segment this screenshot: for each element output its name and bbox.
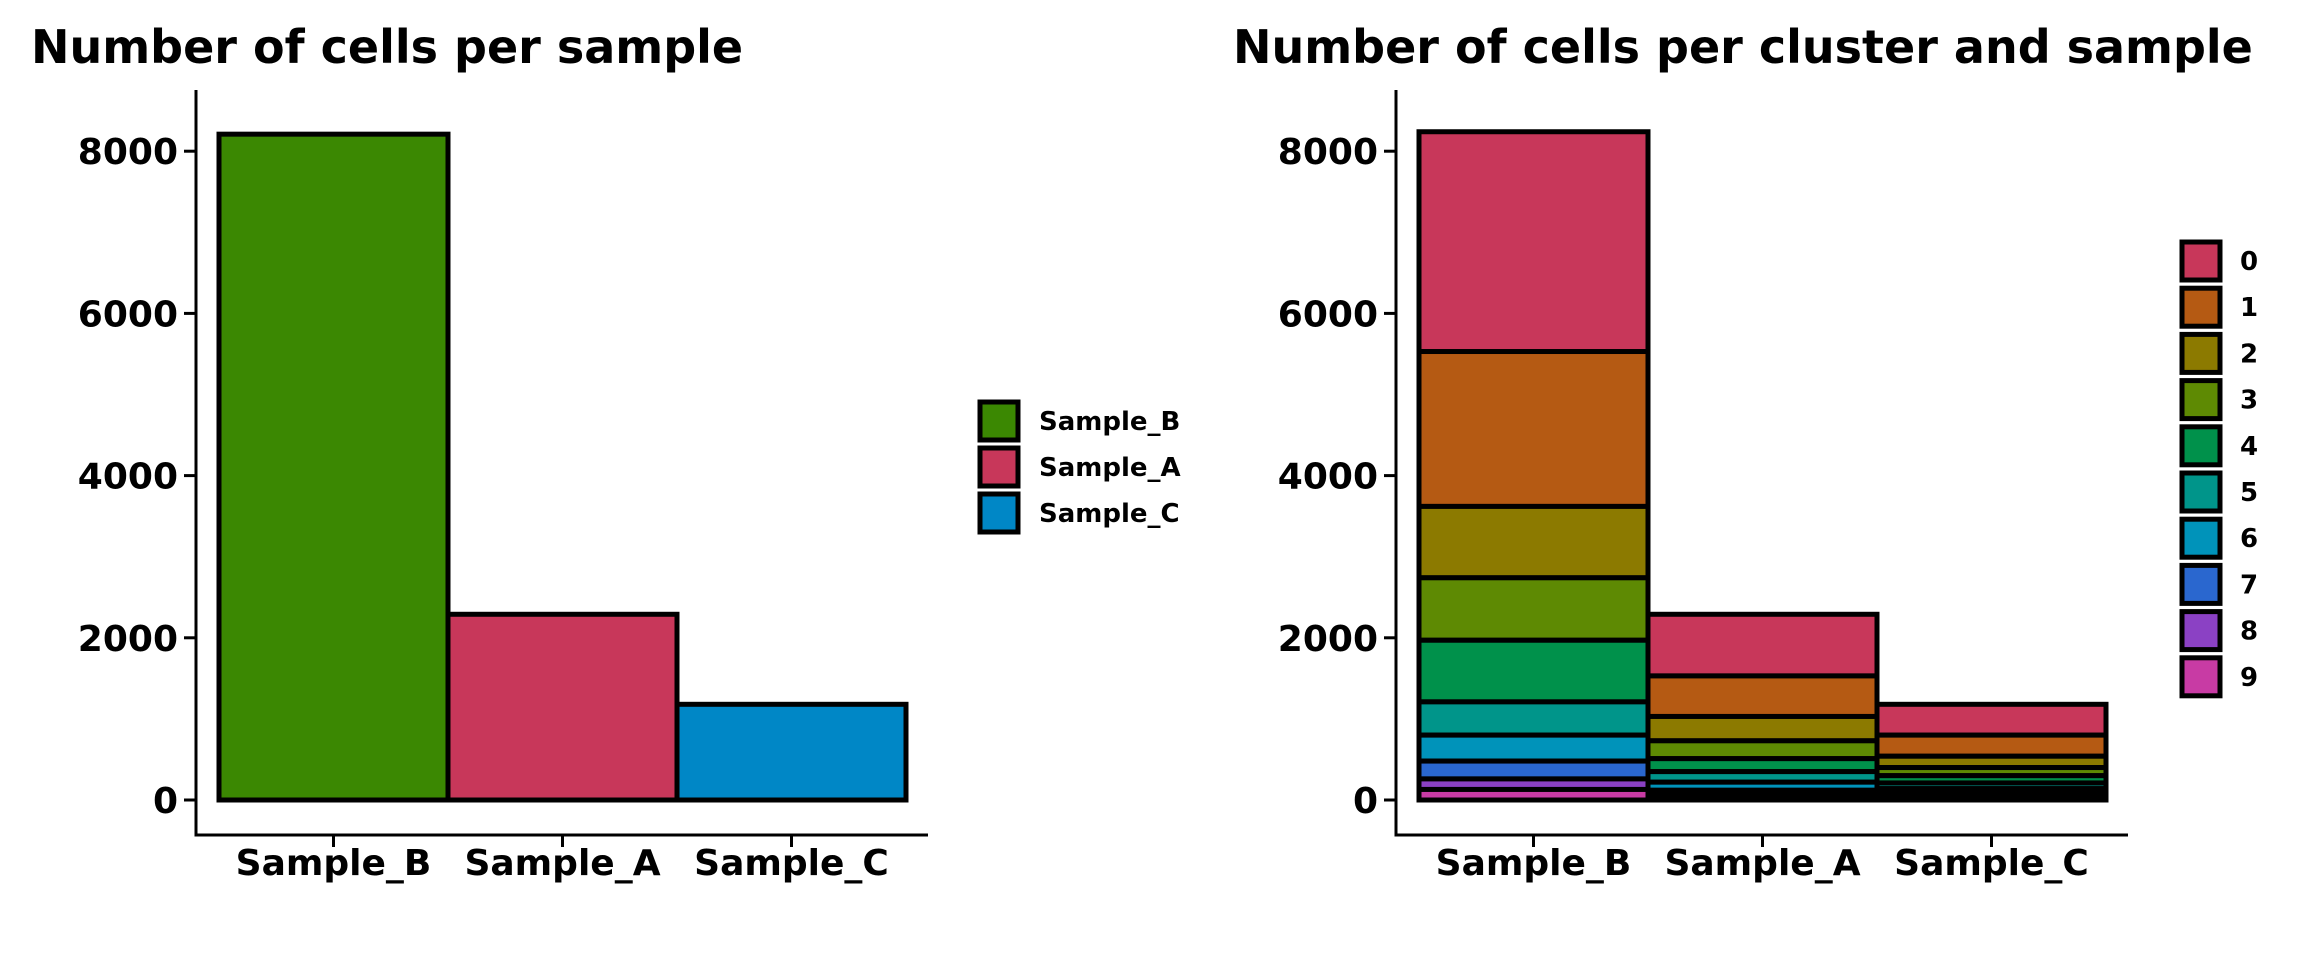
x-tick-label: Sample_A xyxy=(464,843,660,884)
bar-segment-cluster-1 xyxy=(1416,349,1651,509)
bar-segment-cluster-9 xyxy=(1645,795,1880,803)
legend-swatch xyxy=(2179,331,2223,375)
chart-title: Number of cells per cluster and sample xyxy=(1233,20,2253,74)
y-tick-label: 2000 xyxy=(1278,619,1378,660)
bar-sample-c xyxy=(674,701,909,803)
legend-swatch xyxy=(2179,655,2223,699)
bar-chart-cells-per-sample: 0 2000 4000 6000 8000 Sample_B Sample_A Sample_… xyxy=(78,90,1181,884)
legend-swatch xyxy=(2179,470,2223,514)
y-tick-label: 0 xyxy=(1353,781,1378,822)
legend-label: Sample_B xyxy=(1039,407,1180,437)
x-tick-label: Sample_B xyxy=(236,843,432,884)
bar-segment-cluster-7 xyxy=(1416,758,1651,782)
legend-label: Sample_C xyxy=(1039,499,1180,529)
x-tick-label: Sample_C xyxy=(1894,843,2089,884)
chart-panel-cells-per-sample: Number of cells per sample 0 2000 4000 6000… xyxy=(31,20,1181,884)
legend-label: 1 xyxy=(2240,293,2258,323)
chart-title: Number of cells per sample xyxy=(31,20,744,74)
x-tick-label: Sample_B xyxy=(1436,843,1632,884)
y-tick-label: 8000 xyxy=(78,132,178,173)
legend-label: 4 xyxy=(2240,432,2258,462)
bar-segment-cluster-0 xyxy=(1416,129,1651,355)
y-tick-label: 6000 xyxy=(78,294,178,335)
legend-label: 0 xyxy=(2240,247,2258,277)
legend-label: 5 xyxy=(2240,478,2258,508)
legend-label: 8 xyxy=(2240,617,2258,647)
bar-segment-cluster-9 xyxy=(1416,786,1651,803)
legend-swatch xyxy=(977,491,1021,535)
legend-label: 7 xyxy=(2240,570,2258,600)
bar-sample-b xyxy=(216,131,451,803)
bar-segment-cluster-0 xyxy=(1645,611,1880,679)
y-tick-label: 2000 xyxy=(78,619,178,660)
legend-label: 9 xyxy=(2240,663,2258,693)
legend-swatch xyxy=(977,399,1021,443)
stacked-bar-chart-cells-per-cluster: 0 2000 4000 6000 8000 Sample_B Sample_A Sample_… xyxy=(1278,90,2258,884)
bar-segment-cluster-6 xyxy=(1416,732,1651,764)
chart-panel-cells-per-cluster-and-sample: Number of cells per cluster and sample 0… xyxy=(1200,0,2304,960)
y-tick-label: 8000 xyxy=(1278,132,1378,173)
legend-label: 3 xyxy=(2240,386,2258,416)
legend-swatch xyxy=(2179,609,2223,653)
bar-segment-cluster-3 xyxy=(1416,575,1651,643)
legend-swatch xyxy=(977,445,1021,489)
legend-swatch xyxy=(2179,562,2223,606)
legend-swatch xyxy=(2179,378,2223,422)
x-tick-label: Sample_C xyxy=(694,843,889,884)
bar-sample-a xyxy=(445,611,680,803)
y-tick-label: 0 xyxy=(153,781,178,822)
bar-segment-cluster-2 xyxy=(1645,713,1880,744)
y-tick-label: 4000 xyxy=(78,457,178,498)
bar-segment-cluster-5 xyxy=(1416,699,1651,738)
bar-segment-cluster-1 xyxy=(1874,732,2109,759)
bar-segment-cluster-2 xyxy=(1416,503,1651,581)
legend-label: Sample_A xyxy=(1039,453,1181,483)
bar-segment-cluster-3 xyxy=(1645,738,1880,762)
legend-swatch xyxy=(2179,285,2223,329)
bar-segment-cluster-1 xyxy=(1645,673,1880,719)
legend-swatch xyxy=(2179,516,2223,560)
y-tick-label: 4000 xyxy=(1278,457,1378,498)
bar-segment-cluster-4 xyxy=(1416,637,1651,705)
legend-swatch xyxy=(2179,424,2223,468)
x-tick-label: Sample_A xyxy=(1664,843,1860,884)
bar-segment-cluster-9 xyxy=(1874,796,2109,803)
y-tick-label: 6000 xyxy=(1278,294,1378,335)
legend-label: 2 xyxy=(2240,339,2258,369)
legend-swatch xyxy=(2179,239,2223,283)
legend-label: 6 xyxy=(2240,524,2258,554)
bar-segment-cluster-0 xyxy=(1874,701,2109,738)
